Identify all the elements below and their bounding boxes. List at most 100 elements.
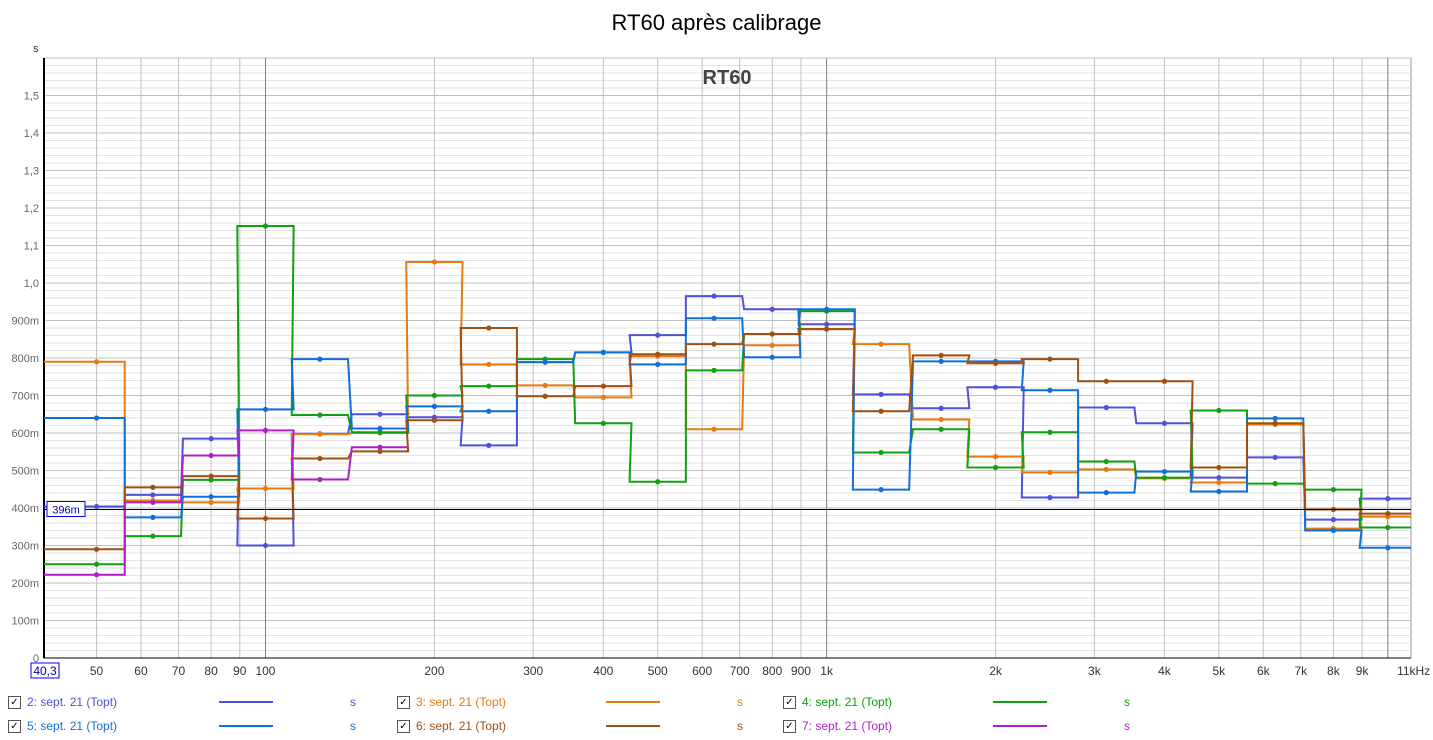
data-point	[150, 499, 156, 505]
inner-title: RT60	[703, 67, 752, 89]
data-point	[938, 358, 944, 364]
y-axis-unit: s	[33, 43, 39, 55]
legend-label: 6: sept. 21 (Topt)	[416, 719, 507, 733]
data-point	[824, 321, 830, 327]
data-point	[938, 405, 944, 411]
x-tick-label: 100	[255, 664, 275, 678]
checkbox-checked-icon[interactable]: ✓	[8, 719, 21, 733]
data-point	[1272, 454, 1278, 460]
data-point	[1103, 490, 1109, 496]
data-point	[317, 476, 323, 483]
x-tick-label: 5k	[1213, 664, 1227, 678]
marker-label: 396m	[52, 505, 80, 517]
legend-item-7[interactable]: ✓ 7: sept. 21 (Topt)	[783, 718, 892, 734]
y-tick-label: 200m	[11, 578, 39, 590]
data-point	[1047, 469, 1053, 475]
legend-item-6[interactable]: ✓ 6: sept. 21 (Topt)	[397, 718, 506, 734]
data-point	[1103, 458, 1109, 465]
data-point	[208, 494, 214, 500]
y-tick-label: 300m	[11, 541, 39, 553]
legend-unit: s	[737, 695, 743, 709]
x-tick-label: 700	[730, 664, 750, 678]
data-point	[262, 427, 269, 433]
legend-item-4[interactable]: ✓ 4: sept. 21 (Topt)	[783, 694, 892, 710]
data-point	[711, 341, 717, 347]
data-point	[486, 325, 492, 331]
data-point	[1047, 429, 1053, 435]
y-tick-label: 800m	[11, 353, 39, 365]
data-point	[1216, 488, 1222, 495]
data-point	[377, 444, 383, 450]
checkbox-checked-icon[interactable]: ✓	[397, 695, 410, 709]
x-tick-label: 400	[593, 664, 613, 678]
data-point	[377, 425, 383, 432]
legend-unit: s	[1124, 719, 1130, 733]
data-point	[878, 449, 884, 456]
legend-line-sample	[993, 725, 1047, 727]
data-point	[317, 455, 323, 462]
data-point	[377, 448, 383, 454]
data-point	[938, 352, 944, 358]
y-tick-label: 0	[33, 653, 39, 665]
data-point	[262, 542, 269, 549]
legend-label: 5: sept. 21 (Topt)	[27, 719, 118, 733]
legend-label: 2: sept. 21 (Topt)	[27, 695, 118, 709]
x-tick-label: 60	[134, 664, 148, 678]
data-point	[1330, 487, 1336, 493]
series-7	[44, 427, 409, 578]
legend-item-2[interactable]: ✓ 2: sept. 21 (Topt)	[8, 694, 117, 710]
data-point	[150, 533, 156, 539]
legend-item-3[interactable]: ✓ 3: sept. 21 (Topt)	[397, 694, 506, 710]
legend-line-sample	[219, 701, 273, 703]
data-point	[262, 515, 269, 522]
y-tick-label: 1,2	[24, 203, 39, 215]
x-tick-label: 8k	[1327, 664, 1341, 678]
x-tick-label: 600	[692, 664, 712, 678]
data-point	[262, 485, 269, 492]
x-tick-label: 90	[233, 664, 247, 678]
data-point	[1047, 356, 1053, 362]
y-tick-label: 700m	[11, 391, 39, 403]
data-point	[262, 223, 269, 229]
data-point	[317, 412, 323, 418]
data-point	[486, 408, 492, 414]
data-point	[377, 429, 383, 435]
data-point	[486, 442, 492, 448]
y-tick-label: 1,0	[24, 278, 39, 290]
data-point	[992, 454, 999, 460]
data-point	[1161, 475, 1168, 481]
x-tick-label: 4k	[1158, 664, 1172, 678]
data-point	[93, 572, 100, 578]
data-point	[1103, 378, 1109, 384]
data-point	[938, 416, 944, 423]
data-point	[1161, 469, 1168, 475]
x-tick-label: 2k	[989, 664, 1003, 678]
data-point	[1216, 407, 1222, 414]
data-point	[600, 349, 606, 355]
y-tick-label: 1,1	[24, 241, 39, 253]
data-point	[992, 384, 999, 390]
data-point	[431, 417, 438, 423]
data-point	[150, 514, 156, 520]
data-point	[992, 360, 999, 366]
data-point	[1216, 475, 1222, 481]
data-point	[1161, 420, 1168, 426]
data-point	[1385, 511, 1391, 517]
series-line	[44, 429, 409, 576]
x-tick-label: 1k	[820, 664, 834, 678]
data-point	[769, 306, 775, 312]
checkbox-checked-icon[interactable]: ✓	[8, 695, 21, 709]
data-point	[655, 351, 661, 357]
data-point	[208, 452, 214, 459]
legend-line-sample	[219, 725, 273, 727]
data-point	[711, 293, 717, 299]
checkbox-checked-icon[interactable]: ✓	[783, 695, 796, 709]
checkbox-checked-icon[interactable]: ✓	[397, 719, 410, 733]
checkbox-checked-icon[interactable]: ✓	[783, 719, 796, 733]
legend-item-5[interactable]: ✓ 5: sept. 21 (Topt)	[8, 718, 117, 734]
data-point	[878, 487, 884, 493]
data-point	[93, 415, 100, 421]
x-start-box	[30, 662, 60, 679]
data-point	[1330, 517, 1336, 523]
